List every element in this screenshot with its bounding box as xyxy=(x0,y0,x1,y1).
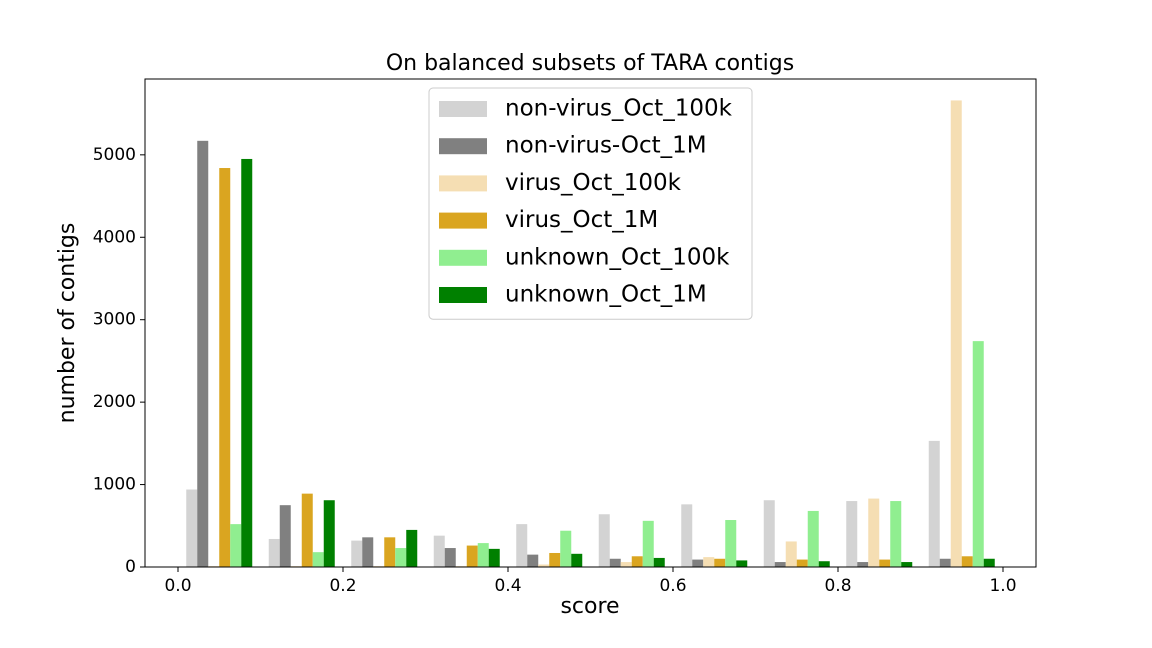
bar xyxy=(653,557,665,567)
y-tick-label: 0 xyxy=(125,557,136,577)
y-axis-label: number of contigs xyxy=(55,223,80,424)
bar xyxy=(939,558,951,567)
bar xyxy=(950,100,962,567)
bar xyxy=(197,140,209,567)
bar xyxy=(868,498,880,567)
x-axis-label: score xyxy=(560,594,619,619)
bar xyxy=(362,537,374,567)
bar xyxy=(631,556,643,567)
bar xyxy=(818,561,830,567)
y-tick-label: 3000 xyxy=(93,310,136,330)
bar xyxy=(796,559,808,567)
bar xyxy=(846,501,858,567)
bar xyxy=(879,559,891,567)
bar xyxy=(620,562,632,567)
legend-box xyxy=(428,87,753,320)
bar xyxy=(395,548,407,567)
legend-label: non-virus-Oct_1M xyxy=(505,133,707,159)
bar xyxy=(763,500,775,567)
bar xyxy=(488,548,500,567)
legend: non-virus_Oct_100k non-virus-Oct_1M virus_… xyxy=(428,87,753,320)
bar xyxy=(538,564,550,567)
bar xyxy=(807,510,819,567)
x-tick-label: 0.0 xyxy=(164,576,191,596)
bar xyxy=(241,158,253,567)
legend-label: unknown_Oct_100k xyxy=(505,244,730,270)
bar xyxy=(598,514,610,567)
x-tick-label: 1.0 xyxy=(989,576,1016,596)
bar xyxy=(312,552,324,567)
bar xyxy=(725,520,737,567)
bar xyxy=(901,562,913,567)
x-tick-label: 0.4 xyxy=(494,576,521,596)
bar xyxy=(279,505,291,567)
bar xyxy=(961,556,973,567)
bar xyxy=(301,493,313,567)
bar xyxy=(703,557,715,567)
bar xyxy=(785,541,797,567)
legend-swatch xyxy=(439,249,487,266)
bar xyxy=(466,545,478,567)
legend-swatch xyxy=(439,175,487,192)
bar xyxy=(692,559,704,567)
bar xyxy=(857,562,869,567)
bar xyxy=(736,560,748,567)
legend-label: virus_Oct_1M xyxy=(505,207,658,233)
bar xyxy=(268,538,280,567)
bar xyxy=(983,558,995,567)
legend-label: virus_Oct_100k xyxy=(505,170,682,196)
bar xyxy=(774,562,786,567)
legend-label: unknown_Oct_1M xyxy=(505,282,707,308)
bar xyxy=(890,501,902,567)
bar xyxy=(571,553,583,567)
bar xyxy=(433,535,445,567)
bar xyxy=(681,504,693,567)
bar xyxy=(406,529,418,567)
x-tick-label: 0.6 xyxy=(659,576,686,596)
bar xyxy=(186,489,198,567)
bar xyxy=(351,540,363,567)
legend-swatch xyxy=(439,287,487,303)
bar xyxy=(477,543,489,567)
chart-title: On balanced subsets of TARA contigs xyxy=(386,51,794,76)
legend-label: non-virus_Oct_100k xyxy=(505,96,733,122)
bar xyxy=(642,520,654,567)
bar xyxy=(549,552,561,567)
bar xyxy=(384,537,396,567)
legend-swatch xyxy=(439,101,487,117)
bar xyxy=(714,558,726,567)
x-tick-label: 0.2 xyxy=(329,576,356,596)
plot-frame xyxy=(144,78,1037,568)
bar xyxy=(323,500,335,567)
bar xyxy=(972,341,984,567)
bar xyxy=(609,558,621,567)
y-tick-label: 2000 xyxy=(93,392,136,412)
x-tick-label: 0.8 xyxy=(824,576,851,596)
bar xyxy=(527,554,539,567)
bar xyxy=(516,524,528,567)
bar xyxy=(928,440,940,567)
bar xyxy=(230,524,242,567)
y-tick-label: 1000 xyxy=(93,475,136,495)
y-tick-label: 5000 xyxy=(93,145,136,165)
legend-swatch xyxy=(439,212,487,229)
bar xyxy=(560,530,572,567)
legend-swatch xyxy=(439,138,487,155)
y-tick-label: 4000 xyxy=(93,227,136,247)
bar xyxy=(219,168,231,567)
bar xyxy=(444,548,456,567)
